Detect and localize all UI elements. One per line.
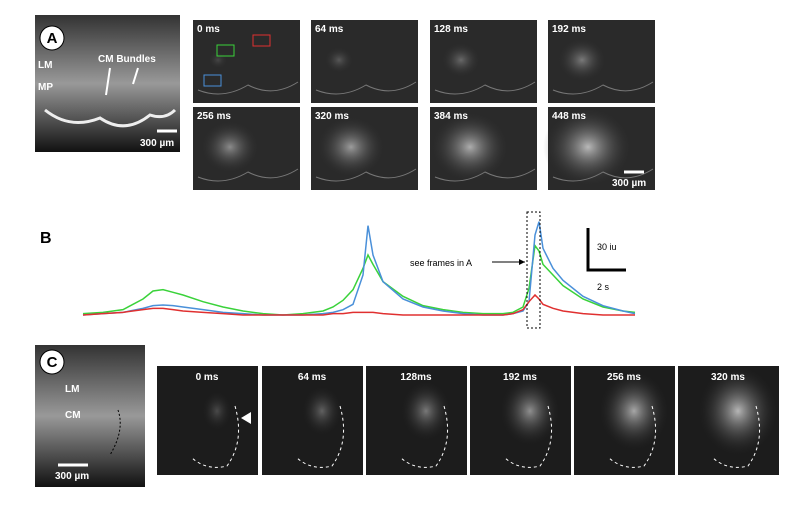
image-label: LM [65,384,79,395]
tissue-edge [197,81,299,95]
outline [712,405,761,468]
frame-label: 320 ms [315,111,349,122]
trace [82,243,636,316]
image-label: LM [38,60,52,71]
tissue-edge [552,168,654,182]
fluorescence [500,376,560,446]
fluorescence [430,111,510,183]
outline [608,405,657,468]
frame-window [526,211,541,329]
roi [216,44,235,57]
scale-label: 30 iu [597,242,617,252]
frame-label: 64 ms [298,372,327,383]
annotation: see frames in A [410,258,472,268]
label-badge [39,25,65,51]
frame-label: 256 ms [197,111,231,122]
tissue-edge [434,81,536,95]
tissue-edge [44,108,177,128]
tissue-edge [315,168,417,182]
roi [203,74,222,87]
roi [252,34,271,47]
trace [82,221,636,316]
fluorescence [698,366,778,456]
outline [400,405,449,468]
fluorescence [543,106,633,188]
fluorescence [441,42,481,78]
panel-label: C [47,354,58,371]
scale-label: 2 s [597,282,610,292]
outline [109,409,121,456]
fluorescence [208,51,228,69]
image-label: CM [65,410,81,421]
outline [296,405,345,468]
frame-label: 320 ms [711,372,745,383]
fluorescence [557,37,607,83]
tissue-edge [197,168,299,182]
outline [191,405,240,468]
trace [82,293,635,316]
scale-label: 300 µm [612,178,646,189]
tissue-edge [315,81,417,95]
fluorescence [302,386,342,436]
arrow [105,67,139,96]
tissue-edge [552,81,654,95]
image-label: CM Bundles [98,54,156,65]
fluorescence [401,381,451,441]
scale-label: 300 µm [140,138,174,149]
scale-label: 300 µm [55,471,89,482]
arrowhead [241,412,251,424]
fluorescence [202,391,232,431]
frame-label: 128 ms [434,24,468,35]
frame-label: 384 ms [434,111,468,122]
frame-label: 256 ms [607,372,641,383]
frame-label: 64 ms [315,24,344,35]
frame-label: 0 ms [197,24,220,35]
fluorescence [200,120,260,174]
fluorescence [599,371,669,451]
fluorescence [324,46,354,74]
arrowhead [519,259,525,265]
tissue-edge [434,168,536,182]
panel-label: A [47,30,58,47]
panel-label: B [40,230,52,247]
scale-bars [586,228,626,272]
frame-label: 448 ms [552,111,586,122]
fluorescence [316,115,386,179]
image-label: MP [38,82,53,93]
frame-label: 0 ms [196,372,219,383]
label-badge [39,349,65,375]
frame-label: 192 ms [503,372,537,383]
frame-label: 128ms [400,372,432,383]
outline [504,405,553,468]
frame-label: 192 ms [552,24,586,35]
